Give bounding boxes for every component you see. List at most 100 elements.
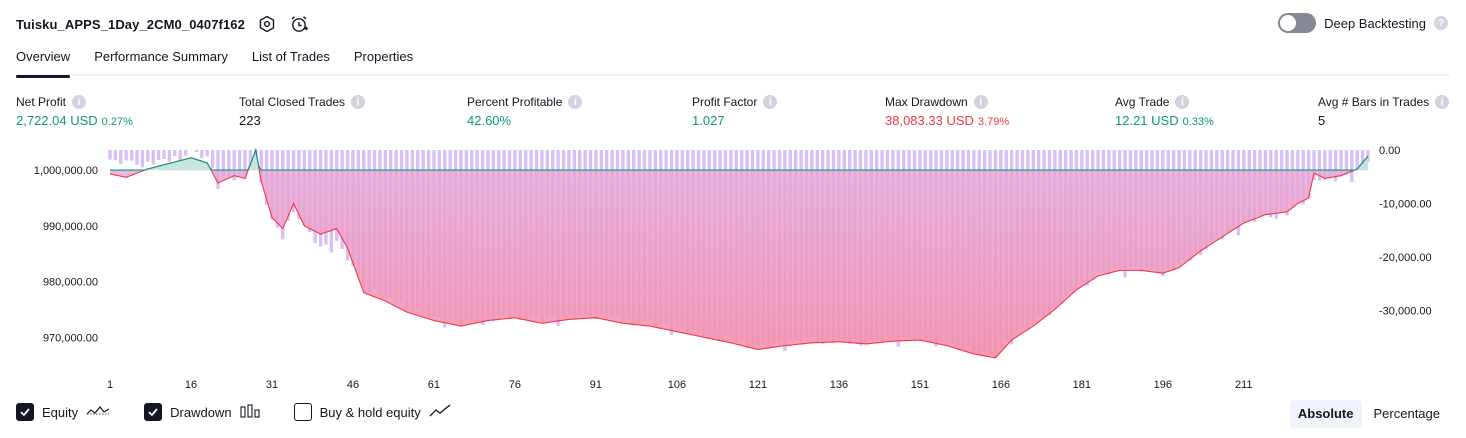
left-axis-tick-label: 1,000,000.00 [34,165,98,177]
x-axis-tick-label: 46 [347,379,359,391]
equity-line-above [110,147,1369,171]
buy-hold-checkbox[interactable] [293,403,312,421]
equity-area [110,150,1368,358]
drawdown-bar [1360,150,1365,165]
drawdown-bar [237,150,242,177]
strategy-name: Tuisku_APPS_1Day_2CM0_0407f162 [16,16,245,32]
x-axis-tick-label: 196 [1154,379,1172,391]
drawdown-bar [1328,150,1332,179]
drawdown-bars-icon [240,403,260,421]
chart-axes: 1,000,000.00 990,000.00 980,000.00 970,000.… [34,145,1432,391]
drawdown-bar [119,150,123,164]
alarm-clock-plus-icon[interactable] [289,14,309,34]
drawdown-bar [146,150,150,162]
info-icon[interactable]: i [1435,95,1450,109]
legend-label: Buy & hold equity [319,404,421,420]
legend-equity[interactable]: Equity [16,403,110,421]
x-axis-tick-label: 166 [992,379,1010,391]
x-axis-tick-label: 16 [185,379,197,391]
drawdown-bar [178,150,182,160]
profit-factor-value: 1.027 [692,113,725,128]
drawdown-bar [1366,150,1370,162]
equity-checkbox[interactable] [16,403,34,421]
drawdown-bar [173,150,177,157]
equity-loss-area [110,170,1368,358]
drawdown-bar [162,150,166,159]
max-drawdown-pct: 3.79% [977,116,1010,128]
right-axis-tick-label: -10,000.00 [1379,199,1432,211]
percent-profitable-value: 42.60% [467,113,512,128]
drawdown-bar [124,150,128,161]
percentage-button[interactable]: Percentage [1373,406,1441,421]
drawdown-checkbox[interactable] [144,403,163,421]
metric-label: Total Closed Trades [239,95,346,109]
drawdown-bar [205,150,209,157]
absolute-button[interactable]: Absolute [1289,400,1362,428]
avg-trade-value: 12.21 USD [1115,113,1179,128]
drawdown-bar [1312,150,1316,180]
equity-line [109,147,1369,359]
drawdown-bar [221,150,226,179]
drawdown-bar [1333,150,1338,182]
drawdown-bar [243,150,247,177]
metric-label: Profit Factor [692,95,758,109]
chart-legend: Equity Drawdown Buy & hold equity [16,403,451,421]
drawdown-bar [135,150,139,165]
settings-hexagon-icon[interactable] [257,14,277,34]
avg-bars-value: 5 [1318,113,1326,128]
x-axis-tick-label: 181 [1073,379,1091,391]
drawdown-bar [129,150,134,161]
drawdown-bar [113,150,118,160]
metric-avg-bars: Avg # Bars in Trades i 5 [1318,94,1450,128]
strategy-header: Tuisku_APPS_1Day_2CM0_0407f162 [16,12,309,36]
deep-backtesting: Deep Backtesting ? [1278,13,1448,33]
equity-drawdown-chart[interactable]: 1,000,000.00 990,000.00 980,000.00 970,000.… [0,140,1466,392]
drawdown-bar [1344,150,1349,175]
tab-overview[interactable]: Overview [16,46,71,78]
drawdown-bar [1355,150,1359,171]
drawdown-bar [183,150,188,156]
info-icon[interactable]: i [72,95,87,109]
x-axis-tick-label: 106 [668,379,686,391]
drawdown-bar [1323,150,1327,180]
drawdown-bar [108,150,112,160]
drawdown-bar [1317,150,1322,181]
metric-profit-factor: Profit Factor i 1.027 [692,94,778,128]
info-icon[interactable]: i [1175,95,1190,109]
deep-backtesting-toggle[interactable] [1278,13,1317,33]
info-icon[interactable]: i [973,95,988,109]
view-mode-switch: Absolute Percentage [1289,400,1448,428]
total-closed-trades-value: 223 [239,113,261,128]
metric-label: Percent Profitable [467,95,563,109]
x-axis-tick-label: 1 [107,379,113,391]
drawdown-bar [200,150,204,159]
left-axis-tick-label: 990,000.00 [43,221,98,233]
info-icon[interactable]: i [351,95,366,109]
metric-avg-trade: Avg Trade i 12.21 USD 0.33% [1115,94,1214,128]
metric-label: Avg # Bars in Trades [1318,95,1430,109]
legend-drawdown[interactable]: Drawdown [144,403,260,421]
drawdown-bar [1339,150,1343,177]
x-axis-tick-label: 91 [590,379,602,391]
tab-list-of-trades[interactable]: List of Trades [251,49,330,64]
tab-performance-summary[interactable]: Performance Summary [94,49,228,64]
help-icon[interactable]: ? [1434,16,1448,30]
metric-percent-profitable: Percent Profitable i 42.60% [467,94,583,128]
drawdown-bar [151,150,155,165]
metric-label: Max Drawdown [885,95,968,109]
info-icon[interactable]: i [763,95,778,109]
x-axis-tick-label: 121 [749,379,767,391]
left-axis-tick-label: 970,000.00 [43,332,98,344]
drawdown-bar [259,150,263,183]
left-axis-tick-label: 980,000.00 [43,277,98,289]
drawdown-bar [194,150,199,153]
legend-label: Drawdown [170,404,232,420]
metric-label: Avg Trade [1115,95,1170,109]
info-icon[interactable]: i [568,95,583,109]
metric-total-closed-trades: Total Closed Trades i 223 [239,94,366,128]
legend-buy-hold[interactable]: Buy & hold equity [293,403,451,421]
legend-label: Equity [42,404,79,420]
drawdown-bar [232,150,236,181]
metric-net-profit: Net Profit i 2,722.04 USD 0.27% [16,94,133,128]
tab-properties[interactable]: Properties [353,49,414,64]
